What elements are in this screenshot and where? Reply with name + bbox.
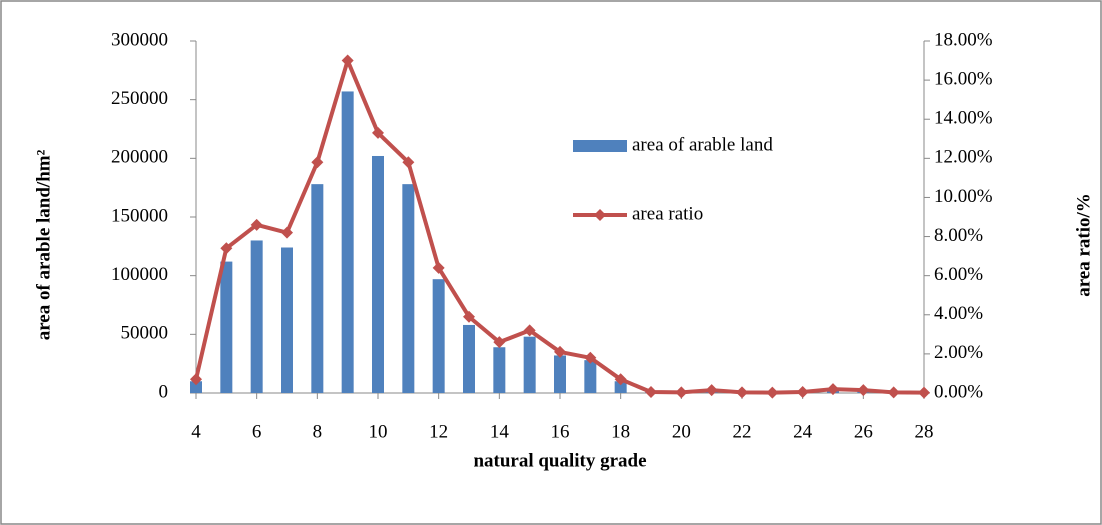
bar [341, 91, 354, 393]
legend-swatch [573, 140, 627, 152]
legend-label: area ratio [632, 203, 703, 224]
line-marker [341, 54, 354, 67]
x-tick-label: 14 [490, 421, 510, 442]
line-marker [614, 373, 627, 386]
line-marker [190, 373, 202, 386]
y-tick-label: 50000 [121, 323, 169, 344]
line-marker [402, 156, 415, 169]
bar [463, 324, 475, 393]
y-tick-label: 250000 [111, 88, 168, 109]
bar [584, 360, 597, 393]
x-tick-label: 4 [191, 421, 201, 442]
x-tick-label: 16 [551, 421, 570, 442]
legend-label: area of arable land [632, 134, 773, 155]
line-marker [857, 384, 870, 397]
y2-tick-label: 12.00% [934, 147, 993, 168]
line-marker [736, 386, 748, 399]
x-tick-label: 8 [313, 421, 323, 442]
x-tick-label: 24 [793, 421, 813, 442]
line-marker [887, 386, 900, 399]
x-tick-label: 18 [611, 421, 630, 442]
line-marker [281, 226, 293, 239]
bar [220, 261, 233, 393]
y2-tick-label: 6.00% [934, 264, 983, 285]
y-tick-label: 200000 [111, 147, 168, 168]
bar [190, 381, 202, 393]
y2-tick-label: 0.00% [934, 381, 983, 402]
line-marker [372, 126, 384, 139]
legend-marker [594, 209, 606, 221]
x-tick-label: 28 [915, 421, 934, 442]
line-marker [493, 336, 506, 349]
y2-tick-label: 14.00% [934, 108, 993, 129]
line-marker [705, 384, 718, 397]
bar [281, 247, 293, 393]
y2-tick-label: 18.00% [934, 29, 993, 50]
bar [402, 184, 415, 393]
line-marker [675, 386, 688, 399]
line-marker [311, 156, 324, 169]
line-marker [918, 386, 930, 399]
x-tick-label: 10 [369, 421, 388, 442]
line-marker [432, 261, 445, 274]
y2-tick-label: 10.00% [934, 186, 993, 207]
y-tick-label: 150000 [111, 205, 168, 226]
x-tick-label: 6 [252, 421, 262, 442]
line-marker [584, 351, 597, 364]
bar [372, 155, 384, 393]
line-marker [523, 324, 536, 337]
x-axis-title: natural quality grade [473, 450, 646, 471]
line-marker [796, 386, 809, 399]
bar [554, 355, 566, 393]
y2-tick-label: 8.00% [934, 225, 983, 246]
x-tick-label: 12 [429, 421, 448, 442]
y2-tick-label: 16.00% [934, 68, 993, 89]
y-axis-title: area of arable land/hm² [33, 149, 54, 340]
line-marker [250, 218, 263, 231]
bar [523, 336, 536, 393]
y-tick-label: 100000 [111, 264, 168, 285]
y2-tick-label: 2.00% [934, 342, 983, 363]
x-tick-label: 20 [672, 421, 691, 442]
line-marker [766, 386, 779, 399]
y2-axis-title: area ratio/% [1073, 193, 1094, 297]
bar [432, 279, 445, 393]
bar [614, 381, 627, 393]
bar [311, 184, 324, 393]
bar [250, 240, 263, 393]
y-tick-label: 300000 [111, 29, 168, 50]
x-tick-label: 22 [733, 421, 752, 442]
line-marker [554, 345, 566, 358]
line-marker [827, 383, 839, 396]
line-marker [220, 242, 233, 255]
x-tick-label: 26 [854, 421, 873, 442]
y-tick-label: 0 [159, 381, 169, 402]
line-marker [645, 386, 657, 399]
line-marker [463, 310, 475, 323]
bar [493, 347, 506, 393]
y2-tick-label: 4.00% [934, 303, 983, 324]
